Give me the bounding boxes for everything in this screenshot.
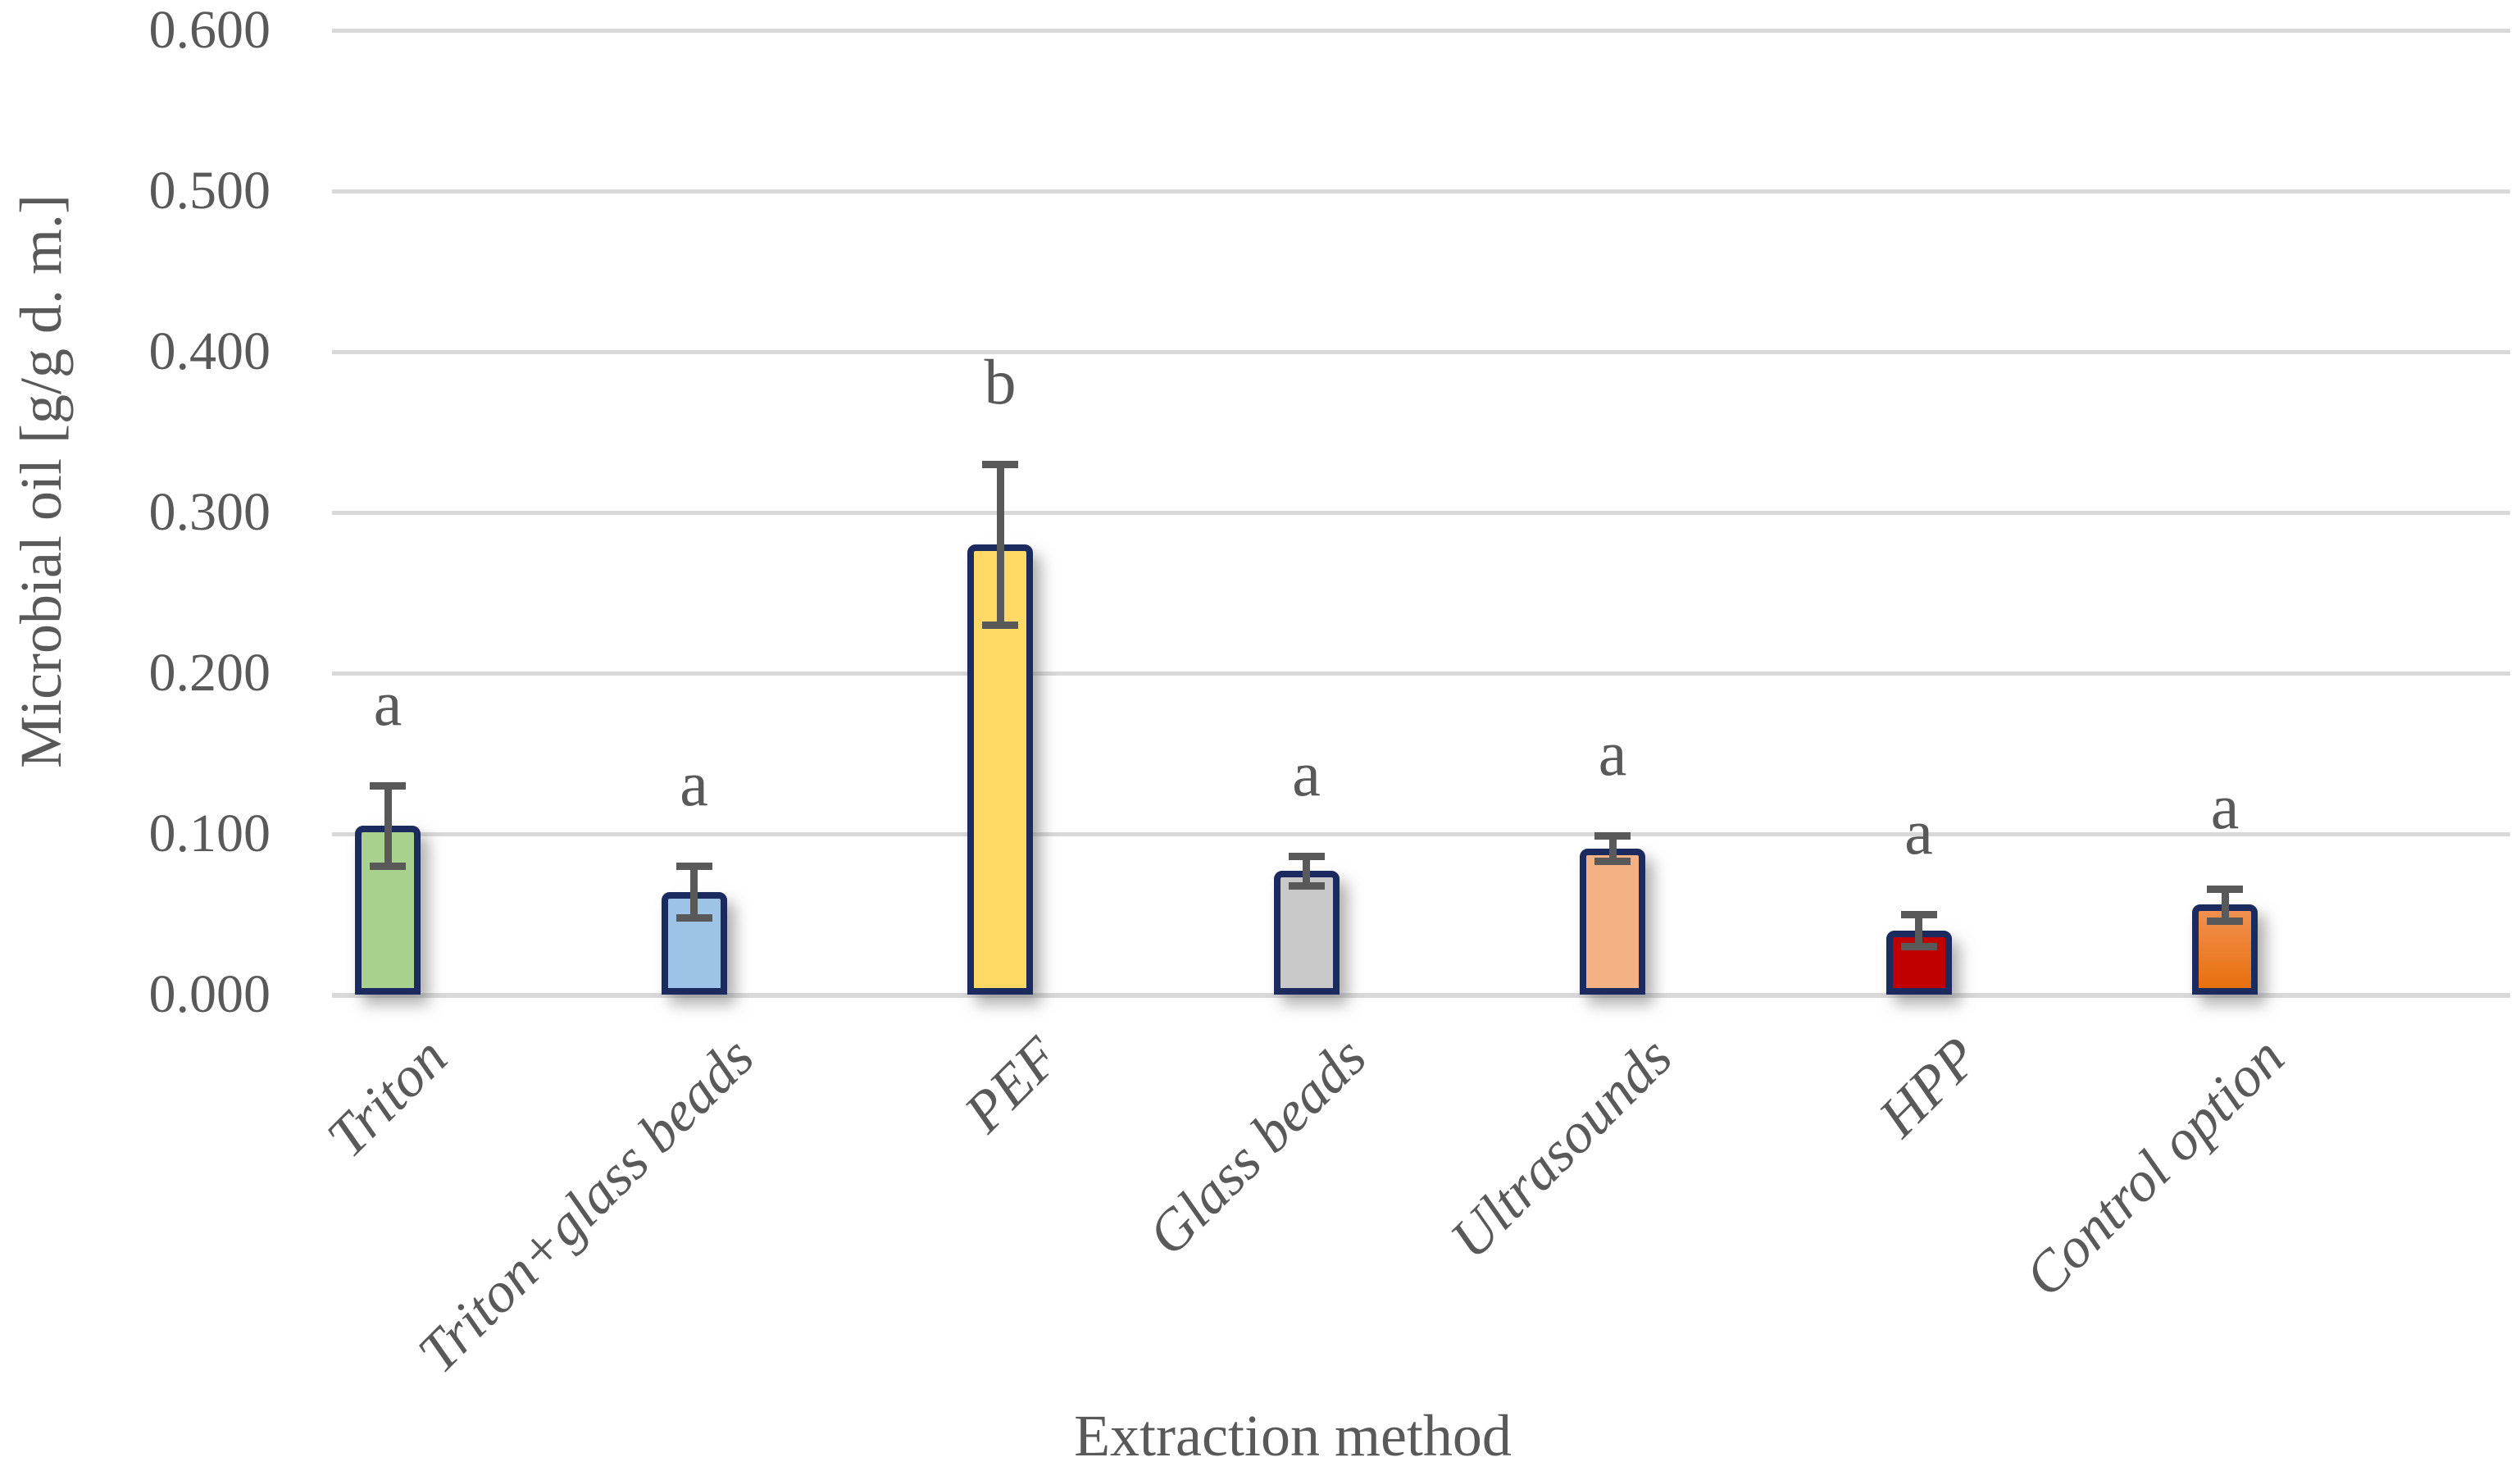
error-bar-cap [1594,832,1631,840]
gridline [332,993,2510,998]
significance-letter: a [2210,771,2240,842]
error-bar-cap [675,863,712,870]
error-bar-cap [1288,882,1325,890]
significance-letter: a [1904,796,1933,868]
y-tick-label: 0.000 [148,964,271,1024]
error-bar [384,786,392,866]
y-tick-label: 0.200 [148,643,271,703]
y-tick-label: 0.500 [148,161,271,221]
error-bar-cap [982,622,1018,629]
error-bar-cap [1900,943,1937,950]
error-bar-cap [982,461,1018,468]
error-bar-cap [1594,858,1631,865]
bar-ultrasounds [1580,849,1645,995]
error-bar [1608,836,1617,861]
significance-letter: a [680,748,708,819]
gridline [332,189,2510,194]
error-bar-cap [1900,911,1937,918]
error-bar [996,464,1004,625]
error-bar-cap [2207,918,2243,925]
gridline [332,832,2510,836]
error-bar [1915,914,1922,946]
error-bar [2221,889,2229,921]
error-bar-cap [370,782,406,790]
gridline [332,350,2510,354]
significance-letter: a [1598,717,1627,789]
y-tick-label: 0.100 [148,804,271,863]
error-bar-cap [370,863,406,870]
bar-glass-beads [1273,871,1340,995]
gridline [332,511,2510,515]
error-bar [690,866,698,918]
y-axis-title: Microbial oil [g/g d. m.] [8,194,74,768]
gridline [332,672,2510,676]
error-bar-cap [675,914,712,922]
y-tick-label: 0.400 [148,321,271,381]
x-axis-title: Extraction method [1074,1403,1512,1469]
gridline [332,29,2510,33]
significance-letter: b [984,346,1017,417]
significance-letter: a [373,667,403,739]
y-tick-label: 0.300 [148,482,271,542]
error-bar-cap [2207,886,2243,893]
error-bar-cap [1288,853,1325,860]
y-tick-label: 0.600 [148,0,271,60]
error-bar [1303,856,1310,886]
significance-letter: a [1292,738,1321,809]
